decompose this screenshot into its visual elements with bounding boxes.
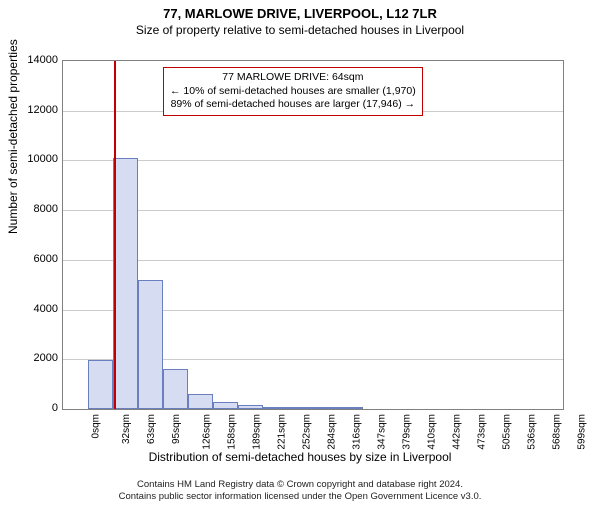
chart-plot-area: 77 MARLOWE DRIVE: 64sqm← 10% of semi-det… bbox=[62, 60, 564, 410]
info-box: 77 MARLOWE DRIVE: 64sqm← 10% of semi-det… bbox=[163, 67, 423, 116]
histogram-bar bbox=[138, 280, 163, 409]
info-box-line: 77 MARLOWE DRIVE: 64sqm bbox=[170, 71, 416, 85]
gridline bbox=[63, 260, 563, 261]
page-subtitle: Size of property relative to semi-detach… bbox=[0, 23, 600, 37]
histogram-bar bbox=[238, 405, 263, 409]
xtick-label: 347sqm bbox=[377, 414, 388, 450]
page-title: 77, MARLOWE DRIVE, LIVERPOOL, L12 7LR bbox=[0, 6, 600, 21]
xtick-label: 599sqm bbox=[577, 414, 588, 450]
gridline bbox=[63, 160, 563, 161]
footer-line-2: Contains public sector information licen… bbox=[0, 491, 600, 502]
xtick-label: 63sqm bbox=[146, 414, 157, 444]
xtick-label: 0sqm bbox=[90, 414, 101, 438]
histogram-bar bbox=[313, 407, 338, 409]
ytick-label: 4000 bbox=[34, 303, 58, 315]
xtick-label: 505sqm bbox=[502, 414, 513, 450]
ytick-label: 8000 bbox=[34, 203, 58, 215]
gridline bbox=[63, 210, 563, 211]
histogram-bar bbox=[263, 407, 288, 409]
y-axis-label: Number of semi-detached properties bbox=[6, 39, 20, 234]
histogram-bar bbox=[338, 407, 363, 409]
xtick-label: 284sqm bbox=[327, 414, 338, 450]
footer-line-1: Contains HM Land Registry data © Crown c… bbox=[0, 479, 600, 490]
xtick-label: 158sqm bbox=[227, 414, 238, 450]
info-box-line: ← 10% of semi-detached houses are smalle… bbox=[170, 85, 416, 99]
xtick-label: 221sqm bbox=[277, 414, 288, 450]
histogram-bar bbox=[88, 360, 113, 409]
histogram-bar bbox=[163, 369, 188, 409]
xtick-label: 442sqm bbox=[452, 414, 463, 450]
reference-line bbox=[114, 61, 116, 409]
xtick-label: 189sqm bbox=[252, 414, 263, 450]
x-axis-label: Distribution of semi-detached houses by … bbox=[0, 450, 600, 464]
xtick-label: 126sqm bbox=[202, 414, 213, 450]
xtick-label: 568sqm bbox=[552, 414, 563, 450]
ytick-label: 6000 bbox=[34, 253, 58, 265]
xtick-label: 473sqm bbox=[477, 414, 488, 450]
info-box-line: 89% of semi-detached houses are larger (… bbox=[170, 98, 416, 112]
ytick-label: 0 bbox=[52, 402, 58, 414]
histogram-bar bbox=[288, 407, 313, 409]
xtick-label: 252sqm bbox=[302, 414, 313, 450]
xtick-label: 95sqm bbox=[171, 414, 182, 444]
histogram-bar bbox=[113, 158, 138, 409]
ytick-label: 12000 bbox=[27, 104, 58, 116]
ytick-label: 2000 bbox=[34, 352, 58, 364]
xtick-label: 410sqm bbox=[427, 414, 438, 450]
xtick-label: 32sqm bbox=[121, 414, 132, 444]
xtick-label: 379sqm bbox=[402, 414, 413, 450]
xtick-label: 316sqm bbox=[352, 414, 363, 450]
ytick-label: 14000 bbox=[27, 54, 58, 66]
xtick-label: 536sqm bbox=[527, 414, 538, 450]
footer-attribution: Contains HM Land Registry data © Crown c… bbox=[0, 479, 600, 502]
histogram-bar bbox=[213, 402, 238, 409]
histogram-bar bbox=[188, 394, 213, 409]
ytick-label: 10000 bbox=[27, 153, 58, 165]
